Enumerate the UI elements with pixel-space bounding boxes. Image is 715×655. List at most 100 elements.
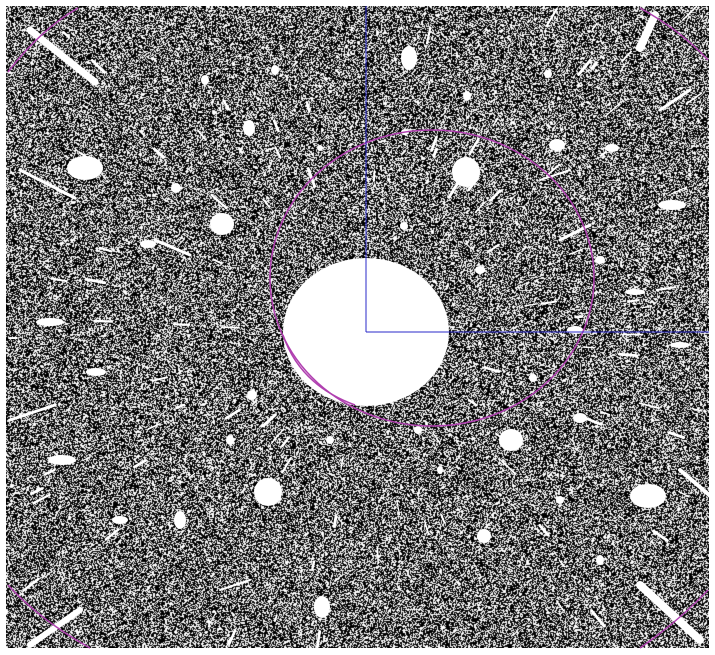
- diffraction-spot: [314, 596, 330, 618]
- radial-streak: [447, 180, 460, 199]
- diffraction-spot: [247, 390, 257, 400]
- radial-streak: [685, 92, 702, 105]
- radial-streak: [495, 432, 512, 447]
- corner-ring-bottom-right: [639, 589, 709, 649]
- radial-streak: [224, 408, 241, 420]
- radial-streak: [315, 630, 322, 649]
- radial-streak: [207, 612, 217, 628]
- radial-streak: [425, 26, 432, 45]
- radial-streak: [98, 246, 113, 253]
- diffraction-spot: [67, 156, 103, 180]
- radial-streak: [305, 101, 311, 113]
- diffraction-spot: [48, 455, 76, 465]
- radial-streak: [22, 577, 40, 592]
- diffraction-spot: [112, 516, 128, 524]
- radial-streak: [678, 490, 690, 498]
- radial-streak: [483, 366, 500, 373]
- radial-streak: [440, 514, 446, 524]
- radial-streak: [270, 428, 285, 444]
- radial-streak: [43, 469, 56, 476]
- radial-streak: [78, 151, 94, 162]
- diffraction-spot: [595, 256, 605, 264]
- diffraction-spot: [499, 429, 523, 451]
- radial-streak: [50, 277, 68, 283]
- radial-streak: [220, 326, 240, 329]
- radial-streak: [311, 560, 316, 570]
- radial-streak: [93, 319, 114, 323]
- corner-ring-bottom-left: [7, 584, 91, 649]
- diffraction-spot: [658, 200, 686, 210]
- resolution-ring: [269, 129, 595, 427]
- radial-streak: [175, 403, 186, 410]
- radial-streak: [584, 417, 603, 426]
- radial-streak: [193, 10, 201, 23]
- radial-streak: [617, 514, 625, 521]
- radial-streak: [281, 456, 292, 474]
- radial-streak: [636, 11, 659, 52]
- diffraction-spot: [140, 240, 156, 248]
- radial-streak: [372, 170, 376, 182]
- diffraction-spot: [36, 318, 64, 326]
- diffraction-spot: [625, 289, 645, 295]
- radial-streak: [426, 79, 431, 93]
- radial-streak: [545, 8, 558, 27]
- radial-streak: [90, 58, 106, 74]
- radial-streak: [26, 26, 99, 86]
- radial-streak: [432, 147, 438, 158]
- radial-streak: [577, 59, 592, 76]
- radial-streak: [281, 436, 290, 448]
- radial-streak: [306, 166, 317, 188]
- radial-streak: [133, 459, 148, 469]
- radial-streak: [546, 163, 561, 177]
- radial-streak: [332, 515, 338, 528]
- diffraction-spot: [226, 435, 234, 445]
- corner-ring-top-right: [639, 7, 709, 61]
- diffraction-spot: [475, 266, 485, 274]
- radial-streak: [538, 524, 550, 537]
- radial-streak: [500, 460, 517, 475]
- radial-streak: [153, 238, 192, 257]
- radial-streak: [211, 216, 227, 228]
- diffraction-spots: [36, 46, 690, 618]
- radial-streak: [601, 411, 611, 416]
- radial-streak: [430, 135, 438, 152]
- radial-streak: [423, 520, 430, 536]
- radial-streak: [667, 431, 686, 439]
- diffraction-spot: [544, 70, 552, 78]
- radial-streak: [574, 315, 584, 319]
- radial-streak: [104, 528, 120, 541]
- radial-streak: [678, 468, 715, 502]
- radial-streak: [274, 614, 278, 623]
- radial-streak: [27, 607, 83, 648]
- radial-streak: [272, 119, 280, 133]
- radial-streak: [57, 190, 75, 199]
- diffraction-spot: [243, 120, 255, 136]
- radial-streak: [582, 346, 596, 349]
- diffraction-spot: [86, 368, 106, 376]
- diffraction-spot: [529, 374, 537, 382]
- diffraction-spot: [605, 144, 619, 152]
- diffraction-spot: [171, 183, 181, 193]
- radial-streak: [590, 609, 606, 628]
- diffraction-spot: [254, 478, 282, 506]
- radial-streak: [604, 103, 620, 118]
- radial-streak: [212, 258, 223, 265]
- radial-streak: [555, 600, 565, 612]
- radial-streak: [670, 186, 688, 195]
- diffraction-spot: [463, 91, 471, 101]
- radial-streak: [197, 129, 207, 141]
- radial-streak: [591, 22, 598, 31]
- radial-streak: [261, 413, 277, 428]
- diffraction-spot: [437, 466, 443, 474]
- radial-streak: [153, 147, 166, 159]
- radial-streak: [540, 300, 558, 305]
- radial-streak: [621, 50, 632, 62]
- diffraction-spot: [201, 75, 209, 85]
- radial-streak: [568, 248, 583, 256]
- resolution-ring-arc: [282, 334, 356, 406]
- radial-streak: [8, 403, 57, 422]
- radial-streak: [82, 456, 92, 461]
- diffraction-spot: [573, 413, 587, 423]
- radial-streak: [590, 61, 598, 70]
